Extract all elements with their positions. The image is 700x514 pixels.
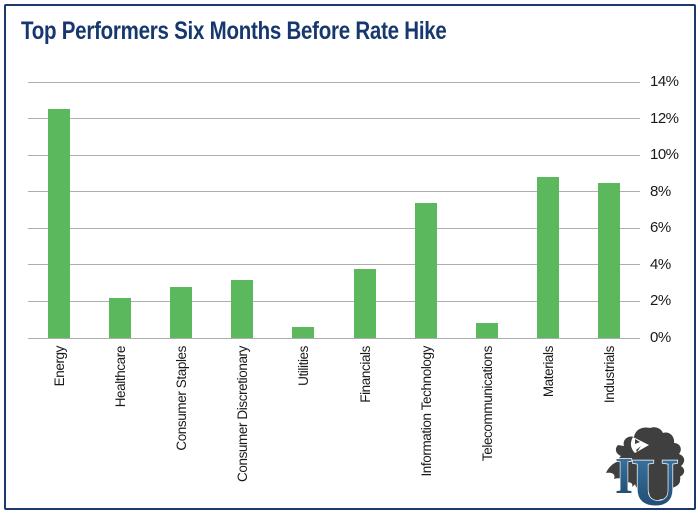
bar-consumer-staples [170,286,192,338]
bar-telecommunications [476,323,498,338]
x-axis-labels: Energy Healthcare Consumer Staples Consumer… [28,346,640,506]
x-tick-healthcare: Healthcare [112,346,128,408]
brand-logo: I U [604,426,692,514]
y-tick-0-: 0% [650,329,671,346]
x-tick-industrials: Industrials [602,346,618,404]
plot-area [28,81,640,339]
x-tick-utilities: Utilities [296,346,312,386]
y-tick-2-: 2% [650,292,671,310]
x-tick-energy: Energy [51,346,67,387]
bar-consumer-discretionary [231,279,254,338]
card-border [4,4,696,510]
y-tick-8-: 8% [650,182,671,200]
chart-title: Top Performers Six Months Before Rate Hi… [21,17,447,45]
gridline-0- [28,337,640,339]
lion-icon: I U [606,427,685,514]
y-tick-10-: 10% [650,146,679,164]
y-tick-6-: 6% [650,219,671,237]
gridline-10- [28,154,640,156]
gridline-6- [28,227,640,229]
bar-industrials [598,182,621,338]
y-tick-14-: 14% [650,73,679,90]
bar-energy [47,109,70,338]
x-tick-consumer-staples: Consumer Staples [174,346,189,451]
x-tick-telecommunications: Telecommunications [480,346,495,462]
gridline-4- [28,264,640,266]
x-tick-information-technology: Information Technology [418,346,434,477]
gridline-12- [28,118,640,120]
y-axis-labels: 0% 2% 4% 6% 8% 10% 12% 14% [650,73,696,346]
bar-materials [537,177,560,338]
logo-letter-i: I [615,448,633,505]
gridline-8- [28,191,640,193]
logo-letter-u: U [631,444,679,508]
x-tick-materials: Materials [541,346,557,398]
gridline-14- [28,81,640,83]
y-tick-12-: 12% [650,109,679,127]
gridline-2- [28,300,640,302]
x-tick-consumer-discretionary: Consumer Discretionary [235,346,251,482]
bar-healthcare [108,297,131,338]
y-tick-4-: 4% [650,255,671,273]
bar-financials [353,268,376,338]
x-tick-financials: Financials [357,346,373,403]
bar-information-technology [414,202,437,338]
bar-utilities [292,327,315,338]
